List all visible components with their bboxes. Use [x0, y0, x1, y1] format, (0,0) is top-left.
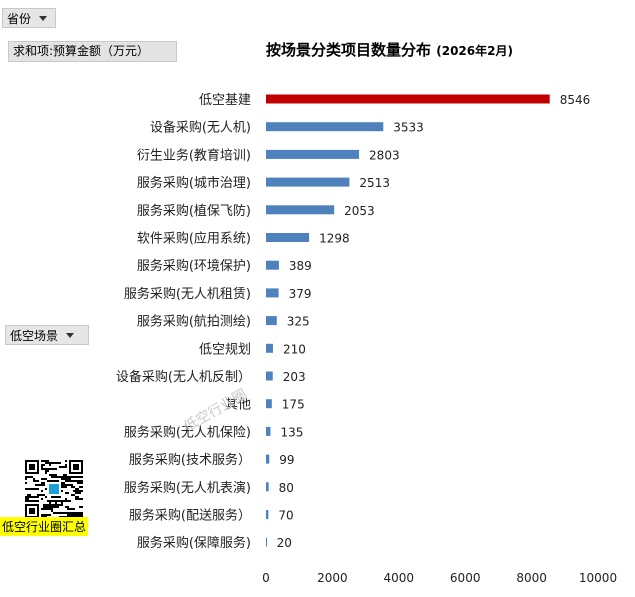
province-filter-label: 省份 — [7, 11, 32, 26]
data-label: 389 — [289, 259, 312, 273]
scene-filter-button[interactable]: 低空场景 — [5, 325, 89, 345]
data-label: 3533 — [393, 121, 424, 135]
bar — [266, 149, 360, 159]
x-tick-label: 8000 — [516, 571, 547, 585]
category-label: 服务采购(无人机保险) — [124, 424, 251, 440]
bar — [266, 510, 269, 519]
data-label: 203 — [283, 370, 306, 384]
bar — [266, 399, 272, 409]
chevron-down-icon — [39, 15, 48, 21]
x-tick-label: 2000 — [317, 571, 348, 585]
data-label: 1298 — [319, 232, 350, 246]
bar — [266, 288, 279, 298]
bar — [266, 260, 279, 270]
province-filter-button[interactable]: 省份 — [2, 8, 56, 28]
qr-caption: 低空行业圈汇总 — [0, 517, 89, 536]
category-label: 低空基建 — [199, 93, 251, 108]
category-label: 软件采购(应用系统) — [137, 231, 251, 247]
data-label: 2803 — [369, 148, 400, 162]
category-label: 服务采购(保障服务) — [137, 535, 251, 551]
bar — [266, 94, 550, 104]
bar — [266, 316, 277, 326]
category-label: 设备采购(无人机) — [150, 120, 251, 136]
chart-title-main: 按场景分类项目数量分布 — [266, 41, 432, 59]
category-label: 服务采购(植保飞防) — [137, 203, 251, 219]
category-label: 服务采购(无人机表演) — [124, 480, 251, 496]
bar — [266, 454, 270, 464]
bar — [266, 371, 273, 381]
category-label: 服务采购(环境保护) — [137, 258, 251, 274]
data-label: 70 — [278, 509, 293, 523]
category-label: 服务采购(配送服务） — [129, 508, 251, 524]
x-tick-label: 10000 — [579, 571, 617, 585]
bar — [266, 537, 267, 547]
data-label: 8546 — [560, 93, 591, 107]
chart-title: 按场景分类项目数量分布 (2026年2月) — [266, 39, 513, 60]
data-label: 379 — [289, 287, 312, 301]
x-tick-label: 4000 — [384, 571, 415, 585]
data-label: 325 — [287, 315, 310, 329]
x-tick-label: 0 — [262, 571, 270, 585]
sum-field-label: 求和项:预算金额（万元） — [8, 41, 177, 62]
bar — [266, 426, 271, 436]
category-label: 服务采购(无人机租赁) — [124, 286, 251, 302]
chart-title-sub: (2026年2月) — [436, 44, 513, 58]
bar — [266, 205, 335, 215]
bar — [266, 482, 269, 492]
bar — [266, 177, 350, 187]
category-label: 其他 — [225, 398, 251, 413]
category-label: 服务采购(航拍测绘) — [137, 314, 251, 330]
category-label: 设备采购(无人机反制） — [116, 369, 251, 385]
data-label: 210 — [283, 342, 306, 356]
data-label: 135 — [280, 425, 303, 439]
category-label: 服务采购(城市治理) — [137, 175, 251, 191]
data-label: 20 — [277, 536, 292, 550]
bar — [266, 122, 384, 132]
data-label: 80 — [279, 481, 294, 495]
data-label: 175 — [282, 398, 305, 412]
qr-code-icon — [25, 460, 83, 518]
data-label: 99 — [279, 453, 294, 467]
category-label: 低空规划 — [199, 342, 251, 357]
data-label: 2053 — [344, 204, 375, 218]
bar — [266, 343, 273, 353]
data-label: 2513 — [359, 176, 390, 190]
bar — [266, 233, 310, 242]
chevron-down-icon — [66, 332, 75, 338]
x-tick-label: 6000 — [450, 571, 481, 585]
category-label: 服务采购(技术服务） — [129, 452, 251, 468]
category-label: 衍生业务(教育培训) — [137, 147, 251, 163]
scene-filter-label: 低空场景 — [10, 328, 59, 343]
